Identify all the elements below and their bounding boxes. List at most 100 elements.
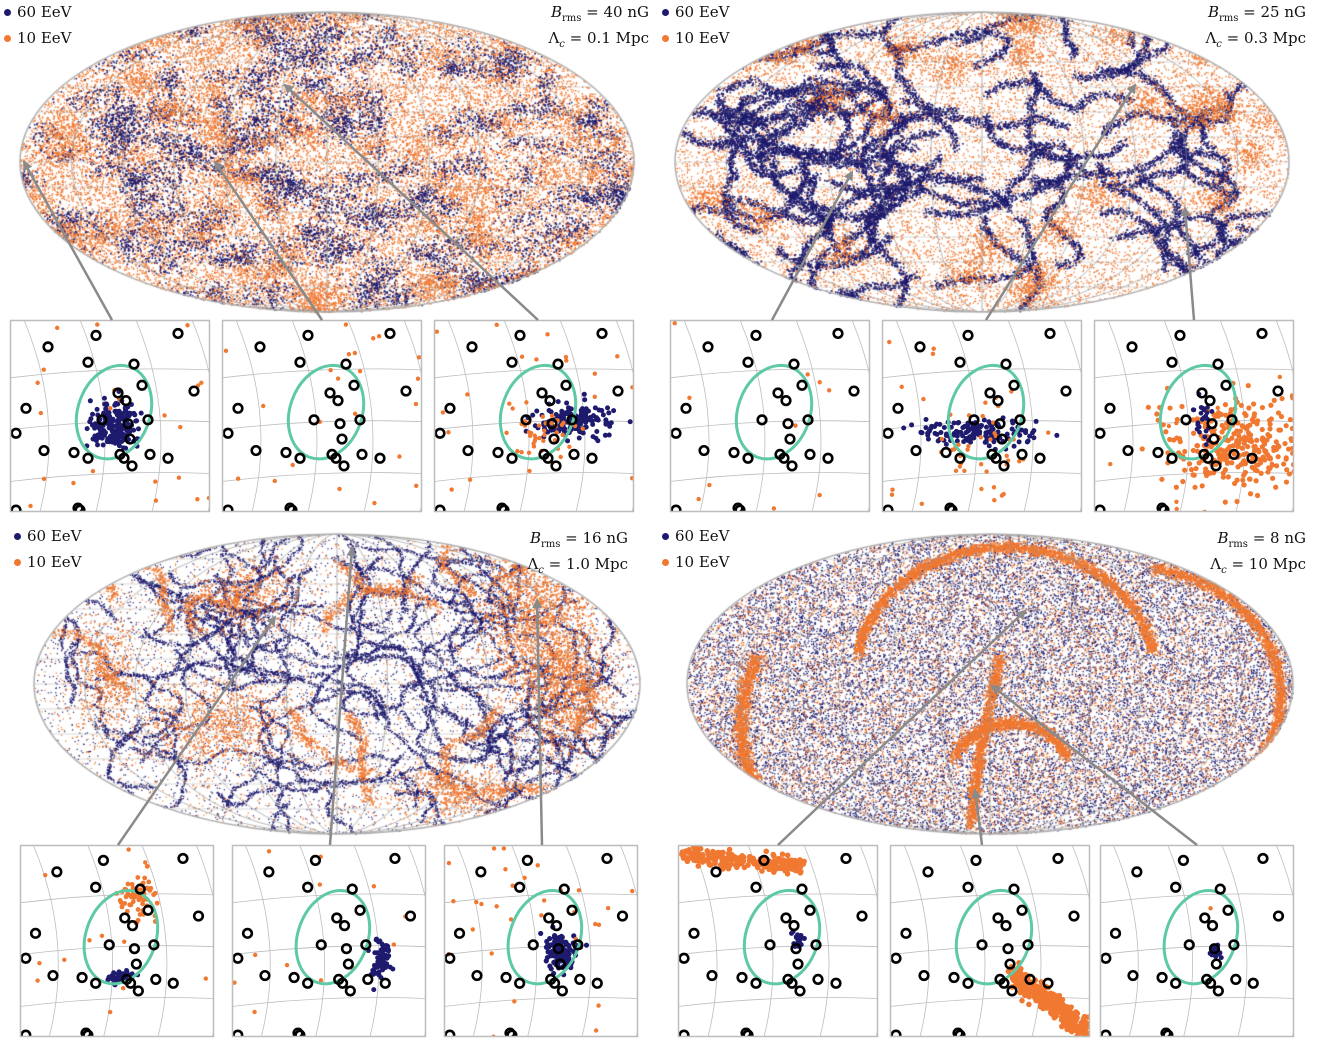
event-low <box>261 403 266 409</box>
source-marker <box>822 452 834 464</box>
source-marker <box>1094 504 1106 512</box>
source-marker <box>1158 504 1170 512</box>
event-low <box>1240 459 1246 465</box>
event-low <box>826 388 832 393</box>
event-high <box>599 408 605 414</box>
source-marker <box>706 969 718 982</box>
source-marker <box>1247 977 1259 989</box>
event-high <box>115 401 121 407</box>
event-low <box>153 498 159 503</box>
event-high <box>370 967 376 973</box>
source-marker <box>288 971 300 984</box>
event-low <box>939 436 945 442</box>
event-low <box>992 497 997 503</box>
source-marker <box>520 414 532 426</box>
event-high <box>544 954 551 961</box>
source-marker <box>1024 973 1036 986</box>
legend-low-label: 10 EeV <box>27 553 82 571</box>
source-marker <box>47 969 59 982</box>
source-marker <box>338 920 351 932</box>
legend-low: 10 EeV <box>662 29 730 47</box>
source-marker <box>778 452 790 464</box>
source-marker <box>286 504 298 512</box>
event-low <box>434 329 440 334</box>
event-low <box>130 899 136 905</box>
source-marker <box>1100 952 1112 964</box>
event-low <box>549 413 555 419</box>
source-marker <box>750 329 762 341</box>
source-marker <box>612 385 624 397</box>
source-marker <box>1104 402 1116 414</box>
event-low <box>1251 401 1257 407</box>
source-marker <box>1068 910 1080 922</box>
event-low <box>146 879 152 885</box>
source-marker <box>1170 977 1182 989</box>
legend-low-marker <box>14 558 21 566</box>
source-marker <box>780 395 792 407</box>
legend-low-label: 10 EeV <box>675 553 730 571</box>
source-marker <box>1257 852 1269 865</box>
source-marker <box>294 356 306 368</box>
source-marker <box>340 943 353 955</box>
source-marker <box>475 866 487 878</box>
event-low <box>1281 461 1287 467</box>
event-low <box>126 892 132 898</box>
source-marker <box>962 977 974 989</box>
event-low <box>889 492 895 497</box>
source-marker <box>527 939 539 951</box>
source-marker <box>756 414 768 426</box>
source-marker <box>51 866 63 878</box>
source-marker <box>782 418 794 430</box>
event-low <box>41 476 47 482</box>
event-low <box>122 939 127 944</box>
event-low <box>510 406 515 411</box>
source-marker <box>188 385 200 397</box>
source-marker <box>362 973 374 986</box>
source-marker <box>1016 448 1028 461</box>
source-marker <box>542 452 554 464</box>
source-marker <box>900 927 912 939</box>
event-low <box>1245 444 1251 450</box>
zoom-inset <box>434 320 634 512</box>
legend-low: 10 EeV <box>4 29 72 47</box>
legend-high-marker <box>14 532 21 540</box>
event-low <box>1191 472 1197 478</box>
event-low <box>1225 474 1231 480</box>
source-marker <box>128 358 140 370</box>
event-low <box>142 875 148 881</box>
source-marker <box>76 971 88 984</box>
source-marker <box>162 452 174 464</box>
event-high <box>926 428 932 434</box>
source-marker <box>728 446 740 459</box>
source-marker <box>804 448 816 461</box>
inset-frame <box>1093 319 1295 513</box>
event-low <box>1284 467 1290 473</box>
source-marker <box>1016 904 1028 916</box>
event-low <box>687 395 692 401</box>
event-high <box>1201 415 1207 421</box>
event-low <box>144 863 150 869</box>
event-low <box>203 976 208 981</box>
source-marker <box>1272 385 1284 397</box>
event-low <box>805 372 810 377</box>
event-low <box>1145 404 1151 410</box>
event-low <box>135 875 141 880</box>
event-low <box>1273 484 1279 490</box>
source-marker <box>954 452 966 464</box>
event-high <box>943 431 949 437</box>
event-low <box>1313 432 1318 437</box>
source-marker <box>259 969 271 982</box>
event-low <box>593 1028 599 1033</box>
event-high <box>932 430 938 436</box>
event-low <box>1223 412 1229 418</box>
source-marker <box>1034 452 1046 464</box>
legend-high-label: 60 EeV <box>675 3 730 21</box>
event-low <box>1249 438 1255 445</box>
event-low <box>1174 416 1180 423</box>
event-high <box>918 430 924 436</box>
source-marker <box>336 433 348 445</box>
event-low <box>95 322 100 327</box>
event-high <box>122 407 128 413</box>
event-low <box>99 933 105 939</box>
event-high <box>87 398 93 404</box>
